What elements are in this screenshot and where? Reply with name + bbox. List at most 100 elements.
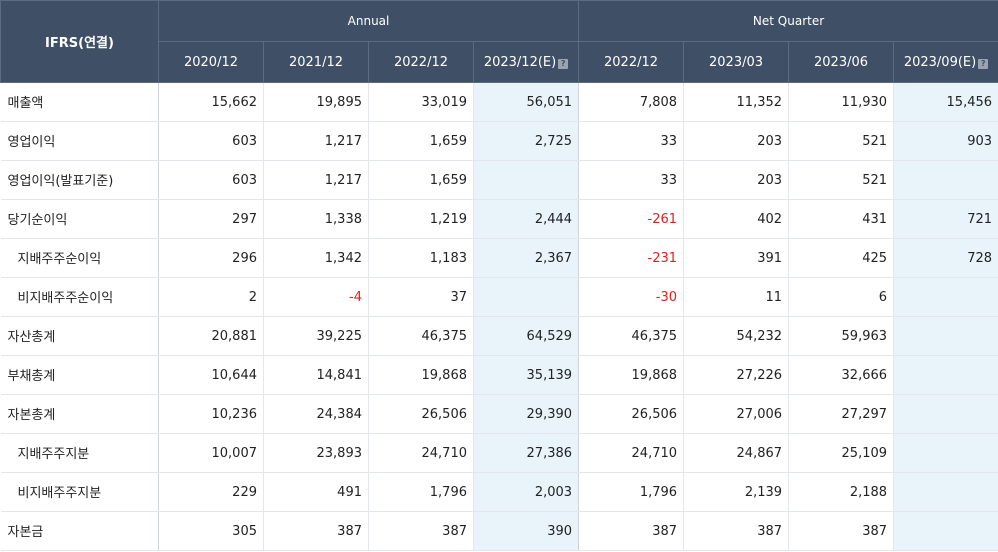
table-cell: 203 — [683, 121, 790, 161]
table-cell: 33,019 — [368, 82, 474, 122]
estimate-info-icon[interactable]: ? — [978, 58, 989, 69]
table-cell: 229 — [158, 472, 264, 512]
table-cell: 20,881 — [158, 316, 264, 356]
row-label: 영업이익(발표기준) — [0, 160, 159, 200]
table-cell: 26,506 — [578, 394, 685, 434]
row-label: 영업이익 — [0, 121, 159, 161]
table-cell: 27,386 — [473, 433, 580, 473]
table-cell: 603 — [158, 121, 264, 161]
column-header: 2023/06 — [788, 41, 895, 83]
table-cell — [893, 277, 998, 317]
table-cell: 32,666 — [788, 355, 895, 395]
table-cell: 10,644 — [158, 355, 264, 395]
table-cell: 1,338 — [263, 199, 369, 239]
table-cell: 11,930 — [788, 82, 895, 122]
row-label: 자산총계 — [0, 316, 159, 356]
table-cell: 64,529 — [473, 316, 580, 356]
row-label: 부채총계 — [0, 355, 159, 395]
table-cell — [893, 472, 998, 512]
table-row: 비지배주주지분 229 491 1,796 2,003 1,796 2,139 2,188 — [0, 472, 998, 512]
table-cell: 1,219 — [368, 199, 474, 239]
table-cell: 1,659 — [368, 121, 474, 161]
table-cell: 387 — [788, 511, 895, 551]
column-header: 2023/12(E)? — [472, 41, 580, 83]
table-cell: 24,384 — [263, 394, 369, 434]
table-cell: 56,051 — [473, 82, 580, 122]
table-cell: 23,893 — [263, 433, 369, 473]
quarter-group-header: Net Quarter — [578, 0, 998, 42]
table-row: 지배주주순이익 296 1,342 1,183 2,367 -231 391 425 728 — [0, 238, 998, 278]
table-cell: 25,109 — [788, 433, 895, 473]
table-cell: 11,352 — [683, 82, 790, 122]
table-cell: 402 — [683, 199, 790, 239]
table-cell: 296 — [158, 238, 264, 278]
table-cell — [893, 355, 998, 395]
table-cell: 54,232 — [683, 316, 790, 356]
table-cell: -30 — [578, 277, 685, 317]
table-cell — [473, 277, 580, 317]
table-cell: 2,188 — [788, 472, 895, 512]
table-cell: 2 — [158, 277, 264, 317]
table-cell: 2,725 — [473, 121, 580, 161]
table-cell: 27,226 — [683, 355, 790, 395]
table-cell: 728 — [893, 238, 998, 278]
table-cell: 1,183 — [368, 238, 474, 278]
table-cell: 29,390 — [473, 394, 580, 434]
table-cell: 46,375 — [578, 316, 685, 356]
table-cell: 387 — [263, 511, 369, 551]
column-header: 2023/03 — [683, 41, 790, 83]
table-cell: -231 — [578, 238, 685, 278]
table-cell: 27,297 — [788, 394, 895, 434]
table-cell: 1,342 — [263, 238, 369, 278]
table-row: 자본총계 10,236 24,384 26,506 29,390 26,506 27,006… — [0, 394, 998, 434]
column-header: 2020/12 — [158, 41, 264, 83]
table-cell: 903 — [893, 121, 998, 161]
table-cell: 390 — [473, 511, 580, 551]
table-cell: 19,868 — [368, 355, 474, 395]
table-cell — [893, 316, 998, 356]
estimate-info-icon[interactable]: ? — [558, 58, 569, 69]
table-cell: 37 — [368, 277, 474, 317]
table-cell: -4 — [263, 277, 369, 317]
row-label: 자본총계 — [0, 394, 159, 434]
column-header: 2021/12 — [263, 41, 369, 83]
table-cell: 6 — [788, 277, 895, 317]
table-cell: 387 — [368, 511, 474, 551]
table-row: 지배주주지분 10,007 23,893 24,710 27,386 24,710 24,8… — [0, 433, 998, 473]
table-row: 비지배주주순이익 2 -4 37 -30 11 6 — [0, 277, 998, 317]
table-cell: 425 — [788, 238, 895, 278]
table-cell: 24,710 — [578, 433, 685, 473]
table-cell: 521 — [788, 160, 895, 200]
table-cell: 2,003 — [473, 472, 580, 512]
table-body: 매출액 15,662 19,895 33,019 56,051 7,808 11,352 11… — [0, 82, 998, 551]
row-label: 지배주주순이익 — [0, 238, 159, 278]
table-row: 자본금 305 387 387 390 387 387 387 — [0, 511, 998, 551]
table-row: 부채총계 10,644 14,841 19,868 35,139 19,868 27,226… — [0, 355, 998, 395]
column-header: 2023/09(E)? — [893, 41, 998, 83]
table-cell: 14,841 — [263, 355, 369, 395]
table-cell: 2,444 — [473, 199, 580, 239]
table-cell — [893, 394, 998, 434]
table-cell: 387 — [578, 511, 685, 551]
table-cell: 27,006 — [683, 394, 790, 434]
table-cell: 603 — [158, 160, 264, 200]
table-cell: 26,506 — [368, 394, 474, 434]
column-header: 2022/12 — [578, 41, 685, 83]
table-cell: 39,225 — [263, 316, 369, 356]
table-cell: 2,367 — [473, 238, 580, 278]
table-cell: 297 — [158, 199, 264, 239]
table-cell: 19,868 — [578, 355, 685, 395]
table-cell: 46,375 — [368, 316, 474, 356]
table-cell: 15,456 — [893, 82, 998, 122]
table-row: 영업이익 603 1,217 1,659 2,725 33 203 521 903 — [0, 121, 998, 161]
column-header: 2022/12 — [368, 41, 474, 83]
row-label: 비지배주주순이익 — [0, 277, 159, 317]
table-cell: 24,710 — [368, 433, 474, 473]
table-row: 영업이익(발표기준) 603 1,217 1,659 33 203 521 — [0, 160, 998, 200]
table-cell: 19,895 — [263, 82, 369, 122]
table-cell: 1,217 — [263, 121, 369, 161]
annual-group-header: Annual — [157, 0, 580, 42]
table-cell: 11 — [683, 277, 790, 317]
table-row: 당기순이익 297 1,338 1,219 2,444 -261 402 431 721 — [0, 199, 998, 239]
